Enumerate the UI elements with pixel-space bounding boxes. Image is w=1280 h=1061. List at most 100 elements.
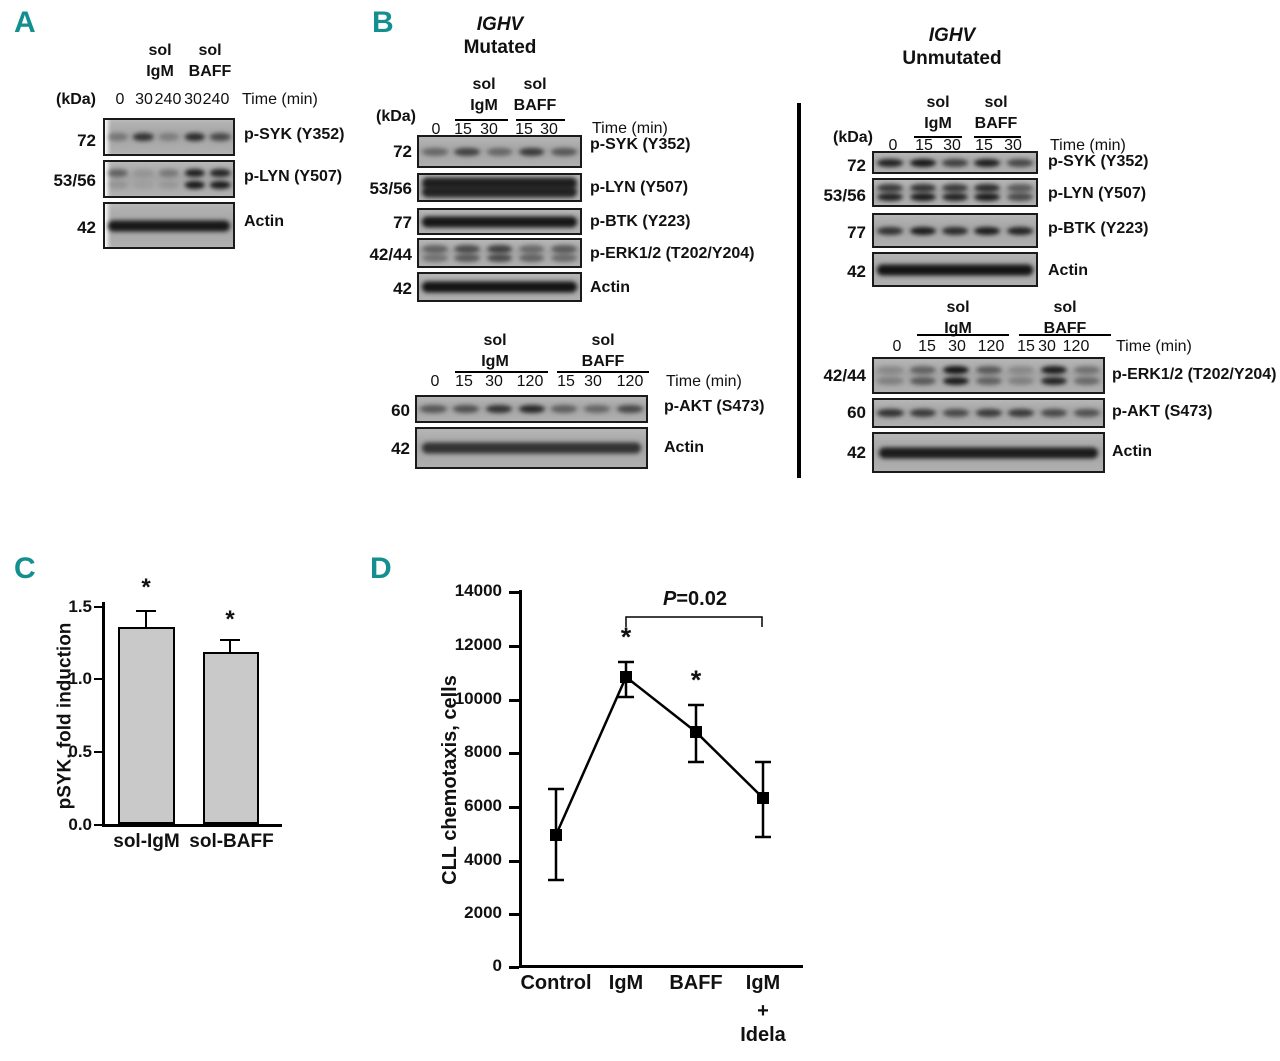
blot-strip-bm-actin2 bbox=[415, 427, 648, 469]
blot-strip-bu-pakt bbox=[872, 398, 1105, 428]
group-igm: sol IgM bbox=[944, 299, 972, 337]
unmutated-title-gene: IGHV bbox=[928, 25, 976, 46]
group-baff: sol BAFF bbox=[513, 76, 557, 114]
significance-star: * bbox=[690, 665, 702, 695]
kda-value: 53/56 bbox=[369, 179, 412, 198]
panel-d-label: D bbox=[370, 552, 392, 585]
blot-strip-a-psyk bbox=[103, 118, 235, 156]
antibody-label: Actin bbox=[590, 279, 630, 296]
antibody-label: Actin bbox=[664, 439, 704, 456]
kda-value: 72 bbox=[77, 131, 96, 150]
kda-value: 72 bbox=[847, 156, 866, 175]
kda-value: 42 bbox=[847, 262, 866, 281]
panel-a-label: A bbox=[14, 6, 36, 39]
unmutated-kda-header: (kDa) bbox=[833, 129, 874, 146]
x-tick-label: Control bbox=[520, 972, 592, 994]
y-tick bbox=[509, 806, 519, 809]
error-bars bbox=[548, 660, 771, 882]
kda-value: 77 bbox=[847, 223, 866, 242]
y-tick bbox=[509, 645, 519, 648]
group-overline bbox=[516, 119, 565, 121]
bar-sol-igm bbox=[118, 627, 175, 824]
antibody-label: Actin bbox=[1048, 262, 1088, 279]
y-tick bbox=[509, 913, 519, 916]
significance-star: * bbox=[141, 574, 151, 601]
panel-a-kda-header: (kDa) bbox=[56, 91, 97, 108]
time-point: 30 bbox=[540, 121, 558, 138]
kda-value: 42 bbox=[847, 443, 866, 462]
x-tick-label-idela: Idela bbox=[740, 1024, 786, 1046]
time-point: 30 bbox=[948, 338, 966, 355]
time-point: 240 bbox=[202, 91, 230, 108]
blot-strip-bu-actin bbox=[872, 252, 1038, 287]
pvalue-annotation: P=0.02 bbox=[663, 588, 727, 610]
blot-strip-bu-psyk bbox=[872, 151, 1038, 174]
blot-strip-a-plyn bbox=[103, 160, 235, 198]
chemotaxis-y-axis bbox=[519, 590, 522, 968]
time-point: 15 bbox=[915, 137, 933, 154]
group-igm: sol IgM bbox=[924, 94, 952, 132]
y-tick bbox=[94, 824, 103, 826]
time-point: 15 bbox=[1017, 338, 1035, 355]
group-overline bbox=[914, 136, 962, 138]
blot-strip-bm-psyk bbox=[417, 135, 582, 168]
time-point: 15 bbox=[455, 373, 473, 390]
y-tick bbox=[509, 591, 519, 594]
psyk-x-axis bbox=[102, 824, 282, 827]
psyk-y-axis-title: pSYK, fold induction bbox=[54, 622, 76, 810]
time-label: Time (min) bbox=[666, 373, 742, 390]
time-point: 30 bbox=[1004, 137, 1022, 154]
antibody-label: p-AKT (S473) bbox=[1112, 403, 1213, 420]
kda-value: 53/56 bbox=[823, 186, 866, 205]
panel-b-label: B bbox=[372, 6, 394, 39]
y-tick-label: 2000 bbox=[464, 903, 502, 922]
panel-a-time-label: Time (min) bbox=[242, 91, 318, 108]
y-tick-label: 1.5 bbox=[68, 597, 92, 616]
kda-value: 60 bbox=[391, 401, 410, 420]
kda-value: 60 bbox=[847, 403, 866, 422]
time-point: 120 bbox=[516, 373, 544, 390]
time-point: 30 bbox=[485, 373, 503, 390]
y-tick bbox=[509, 752, 519, 755]
time-label: Time (min) bbox=[1050, 137, 1126, 154]
time-point: 120 bbox=[977, 338, 1005, 355]
y-tick-label: 4000 bbox=[464, 850, 502, 869]
x-tick-label: sol-IgM bbox=[113, 831, 180, 852]
antibody-label: p-SYK (Y352) bbox=[590, 136, 691, 153]
y-tick-label: 1.0 bbox=[68, 669, 92, 688]
data-point-markers bbox=[550, 671, 769, 841]
time-point: 15 bbox=[454, 121, 472, 138]
antibody-label: p-LYN (Y507) bbox=[590, 179, 689, 196]
y-tick-label: 8000 bbox=[464, 742, 502, 761]
blot-strip-bm-perk bbox=[417, 238, 582, 268]
antibody-label: p-LYN (Y507) bbox=[1048, 185, 1147, 202]
group-baff: sol BAFF bbox=[1043, 299, 1087, 337]
y-tick-label: 0.5 bbox=[68, 742, 92, 761]
antibody-label: p-BTK (Y223) bbox=[1048, 220, 1149, 237]
y-tick bbox=[94, 678, 103, 680]
mutated-kda-header: (kDa) bbox=[376, 108, 417, 125]
bar-sol-baff bbox=[203, 652, 259, 824]
blot-strip-bm-actin bbox=[417, 272, 582, 302]
antibody-label: p-AKT (S473) bbox=[664, 398, 765, 415]
error-bar bbox=[145, 611, 147, 628]
blot-strip-bm-plyn bbox=[417, 173, 582, 202]
time-point: 30 bbox=[184, 91, 202, 108]
x-tick-label: BAFF bbox=[669, 972, 723, 994]
chemotaxis-x-axis bbox=[519, 965, 803, 968]
kda-value: 42 bbox=[391, 439, 410, 458]
chemotaxis-y-axis-title: CLL chemotaxis, cells bbox=[439, 675, 461, 885]
y-tick-label: 12000 bbox=[454, 635, 502, 654]
time-point: 120 bbox=[616, 373, 644, 390]
y-tick bbox=[94, 606, 103, 608]
time-label: Time (min) bbox=[1116, 338, 1192, 355]
group-igm: sol IgM bbox=[470, 76, 498, 114]
panel-c-label: C bbox=[14, 552, 36, 585]
antibody-label: p-SYK (Y352) bbox=[244, 126, 345, 143]
kda-value: 77 bbox=[393, 213, 412, 232]
y-tick bbox=[509, 966, 519, 969]
blot-strip-bu-perk bbox=[872, 357, 1105, 394]
antibody-label: p-BTK (Y223) bbox=[590, 213, 691, 230]
time-point: 15 bbox=[918, 338, 936, 355]
